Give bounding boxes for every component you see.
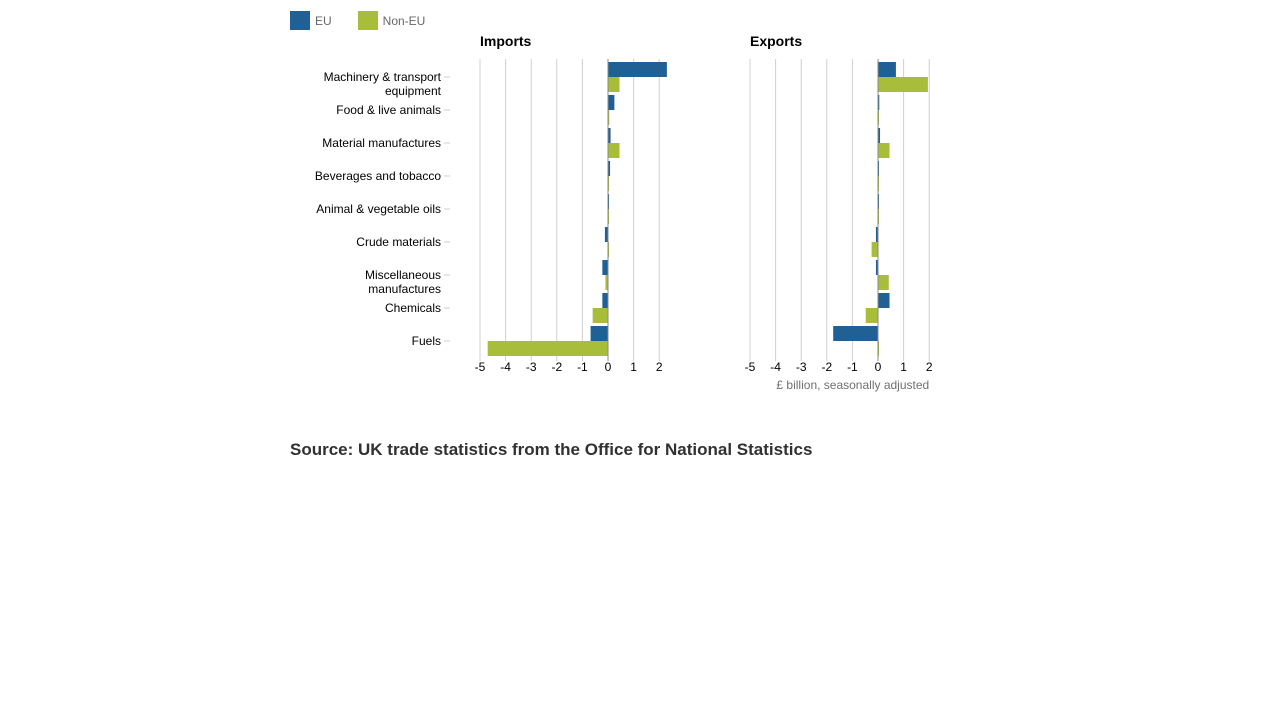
imports-tick-label: -3 [526, 360, 537, 374]
category-label: Beverages and tobacco [315, 169, 441, 183]
exports-tick-label: -4 [770, 360, 781, 374]
exports-tick-label: -2 [821, 360, 832, 374]
category-label: Miscellaneous [365, 268, 441, 282]
category-label: manufactures [368, 282, 441, 296]
category-label: Chemicals [385, 301, 441, 315]
exports-tick-label: 0 [875, 360, 882, 374]
exports-tick-label: 1 [900, 360, 907, 374]
imports-bar-eu [608, 161, 611, 176]
exports-tick-label: -5 [745, 360, 756, 374]
imports-bar-non-eu [608, 143, 620, 158]
imports-tick-label: -2 [551, 360, 562, 374]
exports-bar-non-eu [865, 308, 878, 323]
exports-bar-eu [878, 95, 880, 110]
category-label: Fuels [412, 334, 441, 348]
legend-swatch-eu [290, 11, 310, 30]
imports-bar-eu [604, 227, 608, 242]
exports-bar-eu [875, 260, 878, 275]
exports-bar-eu [878, 128, 881, 143]
exports-axis-label: £ billion, seasonally adjusted [776, 378, 929, 392]
exports-bar-eu [878, 62, 896, 77]
category-label: Machinery & transport [324, 70, 442, 84]
exports-bar-eu [875, 227, 878, 242]
imports-bar-eu [608, 62, 667, 77]
exports-bar-non-eu [878, 77, 928, 92]
imports-title: Imports [480, 33, 532, 49]
exports-bar-eu [833, 326, 878, 341]
imports-bar-eu [608, 95, 615, 110]
category-label: Food & live animals [336, 103, 441, 117]
source-note: Source: UK trade statistics from the Off… [290, 440, 813, 459]
category-label: Material manufactures [322, 136, 441, 150]
imports-bar-non-eu [605, 275, 608, 290]
imports-tick-label: 1 [630, 360, 637, 374]
imports-tick-label: 0 [605, 360, 612, 374]
chart: Imports -5 -4 -3 -2 -1 0 1 2 Machinery & transpor… [315, 33, 933, 392]
imports-bar-eu [608, 128, 611, 143]
exports-tick-label: -3 [796, 360, 807, 374]
legend-swatch-non-eu [357, 11, 378, 30]
exports-title: Exports [750, 33, 802, 49]
imports-tick-label: 2 [656, 360, 663, 374]
legend-label-non-eu: Non-EU [382, 13, 426, 28]
legend-item-non-eu: Non-EU [357, 11, 426, 30]
imports-bar-non-eu [608, 77, 620, 92]
imports-tick-label: -5 [475, 360, 486, 374]
imports-bar-non-eu [608, 110, 610, 125]
imports-bar-non-eu [487, 341, 608, 356]
exports-bar-eu [878, 293, 890, 308]
imports-tick-label: -4 [500, 360, 511, 374]
imports-bar-eu [602, 293, 608, 308]
imports-bar-non-eu [592, 308, 608, 323]
imports-bar-eu [590, 326, 608, 341]
exports-tick-label: -1 [847, 360, 858, 374]
legend: EU Non-EU [290, 11, 451, 30]
exports-bar-non-eu [878, 143, 890, 158]
exports-bar-non-eu [871, 242, 878, 257]
imports-tick-label: -1 [577, 360, 588, 374]
exports-bar-non-eu [878, 275, 889, 290]
category-label: Animal & vegetable oils [316, 202, 441, 216]
category-label: Crude materials [356, 235, 441, 249]
legend-label-eu: EU [315, 13, 332, 28]
legend-item-eu: EU [290, 11, 332, 30]
category-label: equipment [385, 84, 442, 98]
imports-bar-eu [602, 260, 608, 275]
exports-tick-label: 2 [926, 360, 933, 374]
